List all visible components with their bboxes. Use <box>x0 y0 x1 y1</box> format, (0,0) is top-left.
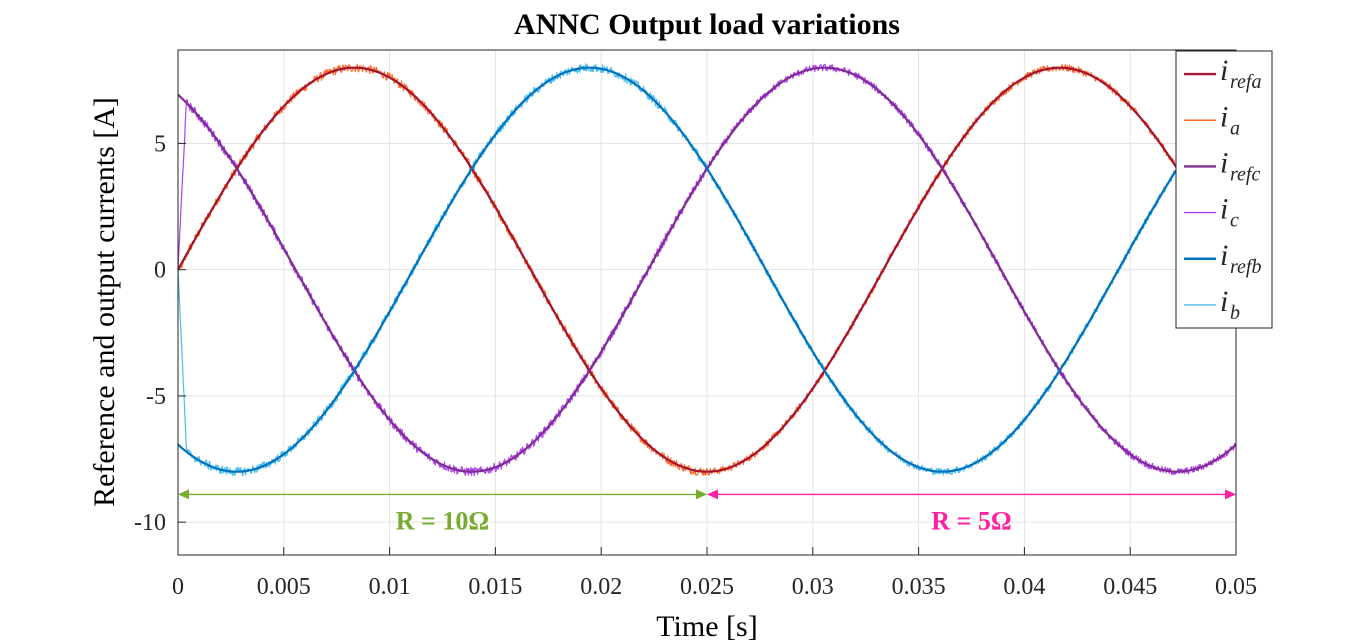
x-tick-label: 0 <box>172 574 184 600</box>
y-tick-label: -5 <box>146 384 166 410</box>
x-tick-label: 0.01 <box>369 574 411 600</box>
x-tick-label: 0.045 <box>1103 574 1157 600</box>
legend-label: i <box>1220 239 1228 272</box>
arrow-head-left <box>707 489 718 500</box>
x-tick-label: 0.025 <box>680 574 734 600</box>
annotation-r5: R = 5Ω <box>707 489 1236 535</box>
x-axis: 0 0.005 0.01 0.015 0.02 0.025 0.03 0.035 0.04 0.0… <box>172 547 1257 600</box>
legend-subscript: refa <box>1230 71 1261 93</box>
arrow-head-right <box>1225 489 1236 500</box>
legend-subscript: refb <box>1230 256 1261 278</box>
x-tick-label: 0.03 <box>792 574 834 600</box>
legend-label: i <box>1220 54 1228 87</box>
y-tick-label: 0 <box>154 258 166 284</box>
legend-item-irefa: i refa <box>1184 54 1261 93</box>
x-tick-label: 0.015 <box>468 574 522 600</box>
legend-item-irefb: i refb <box>1184 239 1261 278</box>
y-axis: -10 -5 0 5 <box>134 131 186 536</box>
x-tick-label: 0.05 <box>1215 574 1257 600</box>
legend-label: i <box>1220 193 1228 226</box>
series-layer <box>177 63 1237 477</box>
annotation-label: R = 10Ω <box>396 506 489 535</box>
chart-title: ANNC Output load variations <box>514 8 900 41</box>
arrow-head-left <box>178 489 189 500</box>
x-tick-label: 0.02 <box>580 574 622 600</box>
x-axis-label: Time [s] <box>656 610 757 643</box>
series-line-irefa <box>177 66 1237 473</box>
arrow-head-right <box>696 489 707 500</box>
y-tick-label: -10 <box>134 510 166 536</box>
legend-label: i <box>1220 285 1228 318</box>
legend-subscript: c <box>1230 210 1239 232</box>
legend-subscript: a <box>1230 117 1240 139</box>
legend-box <box>1175 50 1273 329</box>
legend-subscript: b <box>1230 302 1240 324</box>
x-tick-label: 0.035 <box>892 574 946 600</box>
legend-item-irefc: i refc <box>1184 146 1260 185</box>
y-axis-label: Reference and output currents [A] <box>88 97 121 507</box>
x-tick-label: 0.005 <box>257 574 311 600</box>
legend-label: i <box>1220 100 1228 133</box>
series-line-irefb <box>177 66 1237 473</box>
grid <box>177 50 1237 555</box>
x-tick-label: 0.04 <box>1003 574 1045 600</box>
annotation-layer: R = 10Ω R = 5Ω <box>178 489 1236 535</box>
annotation-r10: R = 10Ω <box>178 489 707 535</box>
y-tick-label: 5 <box>154 131 166 157</box>
legend-subscript: refc <box>1230 163 1260 185</box>
legend-label: i <box>1220 146 1228 179</box>
annotation-label: R = 5Ω <box>931 506 1011 535</box>
